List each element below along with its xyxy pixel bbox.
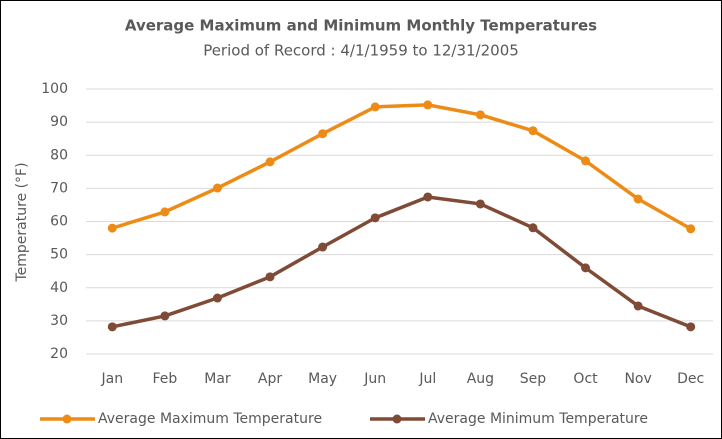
data-point [633,194,643,204]
x-tick-label: Jul [418,371,436,387]
series-line [111,195,692,329]
data-point [581,263,591,273]
data-point [633,301,643,311]
data-point [528,126,538,136]
legend-label: Average Minimum Temperature [428,411,648,427]
data-point [370,213,380,223]
data-point [423,100,433,110]
x-tick-label: Jan [100,371,123,387]
data-point [160,207,170,217]
data-point [212,293,222,303]
y-tick-label: 70 [50,180,68,196]
x-tick-label: Feb [152,371,177,387]
x-tick-label: Mar [204,371,231,387]
y-tick-label: 100 [41,81,68,97]
data-point [475,199,485,209]
data-point [475,110,485,120]
x-tick-label: Dec [677,371,704,387]
data-point [318,129,328,139]
y-tick-label: 20 [50,346,68,362]
legend-marker [62,414,72,424]
data-point [581,156,591,166]
data-point [212,183,222,193]
x-tick-label: May [308,371,337,387]
x-tick-label: Apr [258,371,282,387]
y-tick-label: 50 [50,247,68,263]
x-tick-label: Nov [624,371,651,387]
x-tick-label: Sep [520,371,547,387]
x-tick-label: Aug [467,371,494,387]
x-tick-label: Oct [573,371,598,387]
x-tick-label: Jun [363,371,386,387]
y-axis-label: Temperature (°F) [14,162,30,282]
data-point [686,322,696,332]
y-tick-label: 90 [50,114,68,130]
data-point [107,322,117,332]
chart-title: Average Maximum and Minimum Monthly Temp… [125,17,597,35]
data-point [423,192,433,202]
data-point [528,223,538,233]
chart-subtitle: Period of Record : 4/1/1959 to 12/31/200… [203,42,519,60]
data-point [318,242,328,252]
data-point [160,311,170,321]
data-point [107,223,117,233]
y-tick-label: 40 [50,280,68,296]
data-point [265,272,275,282]
data-point [370,102,380,112]
data-point [686,224,696,234]
legend-marker [392,414,402,424]
data-point [265,157,275,167]
y-tick-label: 60 [50,214,68,230]
legend-label: Average Maximum Temperature [98,411,322,427]
y-tick-label: 80 [50,147,68,163]
y-tick-label: 30 [50,313,68,329]
series-line [111,103,692,231]
